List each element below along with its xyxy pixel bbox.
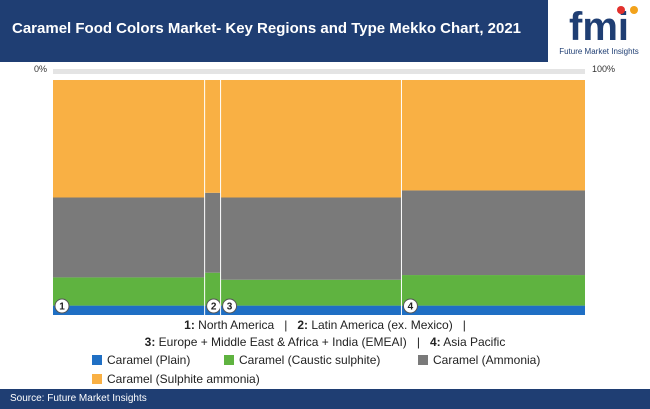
segment-region-2-ammonia	[204, 192, 221, 273]
region-marker-label-3: 3	[227, 302, 233, 313]
legend-item-ammonia: Caramel (Ammonia)	[418, 353, 540, 367]
segment-region-3-sulphite-ammonia	[220, 80, 402, 198]
legend-item-sulphite-ammonia: Caramel (Sulphite ammonia)	[92, 372, 260, 386]
legend-swatch-sulphite-ammonia	[92, 374, 102, 384]
segment-region-1-sulphite-ammonia	[53, 80, 205, 198]
region-marker-circle-3	[222, 298, 238, 314]
segment-region-4-ammonia	[401, 190, 585, 276]
segment-region-3-ammonia	[220, 197, 402, 280]
region-name-4: Asia Pacific	[440, 335, 506, 349]
region-key-3: 3:	[144, 335, 156, 349]
region-marker-label-4: 4	[408, 302, 414, 313]
legend-label-sulphite-ammonia: Caramel (Sulphite ammonia)	[107, 372, 260, 386]
legend-swatch-caustic	[224, 355, 234, 365]
region-marker-circle-4	[402, 298, 418, 314]
chart-footer: Source: Future Market Insights	[0, 389, 650, 409]
segment-region-1-plain	[53, 305, 205, 315]
region-separator: |	[416, 335, 420, 349]
segment-region-3-plain	[220, 305, 402, 315]
legend-item-plain: Caramel (Plain)	[92, 353, 190, 367]
region-key-2: 2:	[297, 318, 308, 332]
region-name-1: North America	[194, 318, 275, 332]
axis-left-label: 0%	[34, 64, 48, 74]
chart-title: Caramel Food Colors Market- Key Regions …	[12, 20, 522, 37]
legend-label-ammonia: Caramel (Ammonia)	[433, 353, 541, 367]
region-legend-line-1: 1: North America | 2: Latin America (ex.…	[0, 318, 650, 332]
chart-header: Caramel Food Colors Market- Key Regions …	[0, 0, 650, 62]
segment-region-4-sulphite-ammonia	[401, 80, 585, 191]
logo-subtitle: Future Market Insights	[559, 47, 639, 56]
segment-region-4-plain	[401, 305, 585, 315]
region-name-3: Europe + Middle East & Africa + India (E…	[155, 335, 407, 349]
legend-label-plain: Caramel (Plain)	[107, 353, 191, 367]
segment-region-4-caustic-sulphite	[401, 275, 585, 306]
region-key-4: 4:	[429, 335, 441, 349]
region-name-2: Latin America (ex. Mexico)	[308, 318, 453, 332]
segment-region-2-sulphite-ammonia	[204, 80, 221, 193]
region-separator: |	[284, 318, 288, 332]
region-legend-line-2: 3: Europe + Middle East & Africa + India…	[0, 335, 650, 349]
axis-right-label: 100%	[592, 64, 616, 74]
fmi-logo: fmi Future Market Insights	[548, 0, 650, 62]
region-marker-label-1: 1	[59, 302, 65, 313]
segment-region-3-caustic-sulphite	[220, 279, 402, 306]
region-key-1: 1:	[184, 318, 195, 332]
segment-region-2-caustic-sulphite	[204, 272, 221, 306]
region-marker-label-2: 2	[211, 302, 217, 313]
top-axis-bar	[53, 69, 585, 74]
source-note: Source: Future Market Insights	[10, 393, 147, 404]
fmi-logo-icon: fmi	[569, 5, 638, 48]
region-separator: |	[462, 318, 466, 332]
segment-region-1-ammonia	[53, 197, 205, 278]
legend-item-caustic: Caramel (Caustic sulphite)	[224, 353, 380, 367]
legend-swatch-ammonia	[418, 355, 428, 365]
legend-label-caustic: Caramel (Caustic sulphite)	[239, 353, 381, 367]
segment-region-1-caustic-sulphite	[53, 277, 205, 306]
legend-swatch-plain	[92, 355, 102, 365]
region-marker-circle-1	[54, 298, 70, 314]
